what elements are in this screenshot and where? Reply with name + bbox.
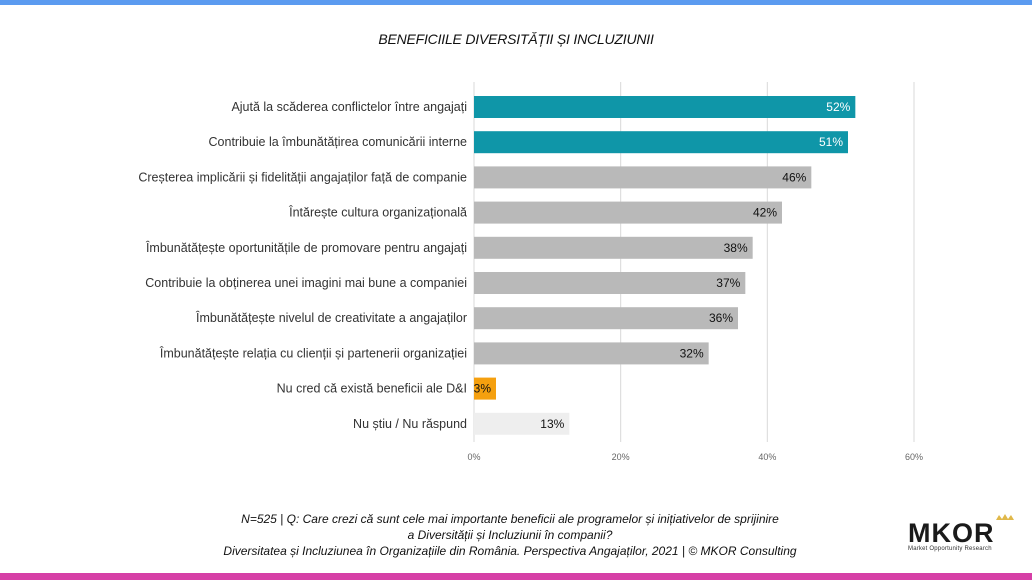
category-label: Contribuie la obținerea unei imagini mai… (145, 276, 467, 290)
top-accent-bar (0, 0, 1032, 5)
footer-question-line-2: a Diversității și Incluziunii în compani… (407, 528, 613, 542)
category-label: Creșterea implicării și fidelității anga… (138, 170, 467, 184)
x-tick-label: 20% (612, 452, 630, 462)
chart-footer: N=525 | Q: Care crezi că sunt cele mai i… (150, 511, 870, 559)
data-label: 32% (680, 346, 704, 360)
category-label: Întărește cultura organizațională (288, 205, 467, 220)
category-label: Îmbunătățește relația cu clienții și par… (159, 345, 467, 360)
x-tick-label: 40% (758, 452, 776, 462)
bottom-accent-bar (0, 573, 1032, 580)
bar (474, 272, 746, 294)
data-label: 37% (716, 276, 740, 290)
chart-title: BENEFICIILE DIVERSITĂȚII ȘI INCLUZIUNII (378, 31, 654, 47)
mkor-logo: MKOR Market Opportunity Research (904, 514, 1020, 554)
data-label: 36% (709, 311, 733, 325)
bar-chart: 0% 20% 40% 60% Ajută la scăderea conflictelo… (138, 82, 923, 462)
data-label: 51% (819, 135, 843, 149)
logo-wordmark: MKOR (908, 518, 995, 548)
crown-icon (996, 514, 1014, 520)
data-label: 46% (782, 170, 806, 184)
category-label: Îmbunătățește nivelul de creativitate a … (195, 310, 467, 325)
category-label: Nu știu / Nu răspund (353, 417, 467, 431)
footer-source-line: Diversitatea și Incluziunea în Organizaț… (223, 544, 797, 558)
data-label: 42% (753, 206, 777, 220)
data-label: 38% (724, 241, 748, 255)
bar (474, 307, 738, 330)
data-label: 13% (540, 417, 564, 431)
category-label: Contribuie la îmbunătățirea comunicării … (209, 135, 468, 149)
bar (474, 96, 856, 118)
x-tick-label: 0% (467, 452, 480, 462)
data-label: 3% (474, 382, 492, 396)
data-label: 52% (826, 100, 850, 114)
logo-tagline: Market Opportunity Research (908, 546, 992, 552)
category-label: Îmbunătățește oportunitățile de promovar… (145, 240, 467, 255)
footer-question-line-1: N=525 | Q: Care crezi că sunt cele mai i… (241, 512, 779, 526)
bar (474, 236, 753, 259)
category-label: Nu cred că există beneficii ale D&I (277, 382, 467, 396)
x-tick-label: 60% (905, 452, 923, 462)
bar (474, 201, 782, 224)
bar (474, 342, 709, 365)
category-label: Ajută la scăderea conflictelor între ang… (231, 100, 467, 114)
bar (474, 131, 848, 154)
bar (474, 166, 812, 189)
bar (474, 377, 496, 400)
bar (474, 412, 570, 435)
